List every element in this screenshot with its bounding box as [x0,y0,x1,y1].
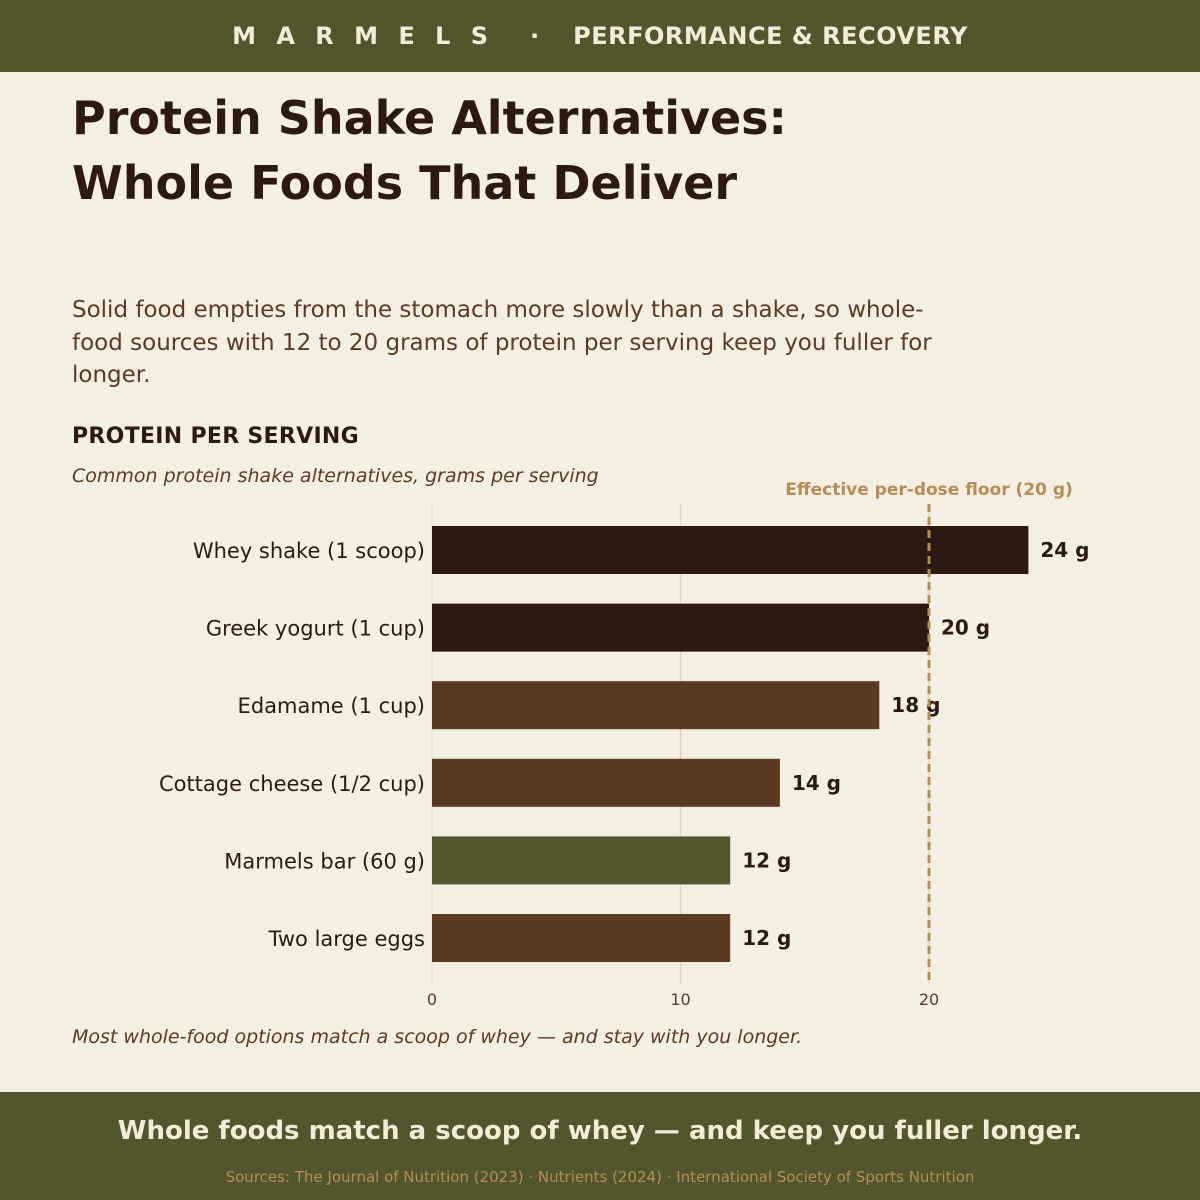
footer-banner: Whole foods match a scoop of whey — and … [0,1092,1200,1200]
bar-4 [432,758,780,807]
bar-6 [432,914,731,962]
category-label-4: Cottage cheese (1/2 cup) [159,772,425,796]
protein-bar-chart: Whey shake (1 scoop) 24 g Greek yogurt (1 … [159,480,1090,1009]
header-separator: · [530,22,540,50]
category-label-6: Two large eggs [268,927,425,951]
bar-5 [432,836,731,885]
value-label-2: 20 g [941,616,990,640]
chart-subtitle: Common protein shake alternatives, grams… [72,465,599,487]
bar-2 [432,603,929,652]
value-label-4: 14 g [792,771,841,795]
x-tick-label-20: 20 [919,990,939,1009]
category-label-5: Marmels bar (60 g) [224,849,425,873]
title-line-1: Protein Shake Alternatives: [72,91,787,145]
value-label-1: 24 g [1040,538,1089,562]
value-label-3: 18 g [891,693,940,717]
value-label-6: 12 g [742,926,791,950]
category-label-1: Whey shake (1 scoop) [193,539,425,563]
bar-1 [432,526,1029,574]
value-label-5: 12 g [742,848,791,872]
brand-name: M A R M E L S [232,22,495,50]
title-line-2: Whole Foods That Deliver [72,156,738,210]
chart-heading: PROTEIN PER SERVING [72,424,360,449]
footer-sources: Sources: The Journal of Nutrition (2023)… [225,1168,975,1186]
top-banner: M A R M E L S · PERFORMANCE & RECOVERY [0,0,1200,72]
x-tick-label-10: 10 [670,990,690,1009]
page-title: Protein Shake Alternatives: Whole Foods … [72,86,1132,216]
chart-caption: Most whole-food options match a scoop of… [72,1026,803,1048]
reference-line-label: Effective per-dose floor (20 g) [785,480,1073,500]
section-label: PERFORMANCE & RECOVERY [573,22,968,50]
intro-paragraph: Solid food empties from the stomach more… [72,297,932,388]
category-label-2: Greek yogurt (1 cup) [206,617,425,641]
bar-3 [432,681,880,730]
category-label-3: Edamame (1 cup) [238,694,425,718]
footer-tagline: Whole foods match a scoop of whey — and … [117,1116,1083,1146]
x-tick-label-0: 0 [427,990,437,1009]
